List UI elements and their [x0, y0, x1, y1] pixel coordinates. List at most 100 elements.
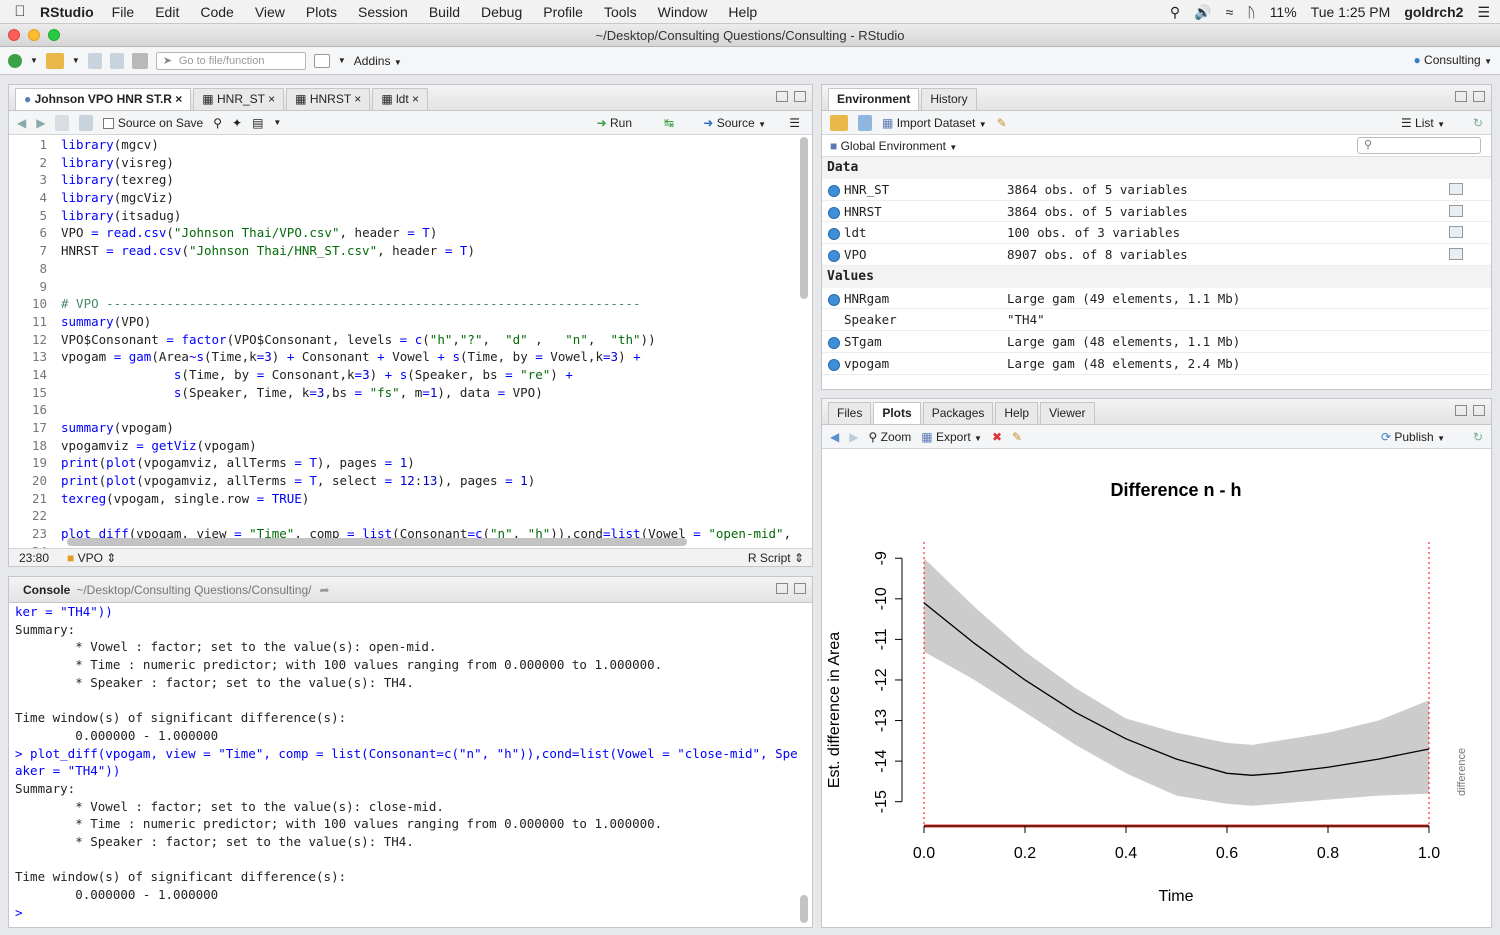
app-menu[interactable]: RStudio: [40, 3, 94, 20]
console-scrollbar[interactable]: [800, 895, 808, 923]
section-navigator[interactable]: ■ VPO ⇕: [67, 550, 117, 565]
export-button[interactable]: ▦ Export ▼: [921, 429, 982, 444]
tab-hnrst[interactable]: ▦ HNRST ×: [286, 88, 371, 110]
list-icon[interactable]: ☰: [1477, 3, 1490, 20]
menu-plots[interactable]: Plots: [305, 3, 338, 20]
magic-wand-icon[interactable]: ✦: [232, 115, 243, 130]
tab-files[interactable]: Files: [828, 402, 872, 424]
chevron-down-icon[interactable]: ▼: [71, 56, 80, 65]
tab-johnson-script[interactable]: ● Johnson VPO HNR ST.R ×: [15, 88, 192, 110]
expand-icon[interactable]: [828, 336, 840, 349]
editor-vertical-scrollbar[interactable]: [800, 137, 808, 299]
view-table-icon[interactable]: [1449, 226, 1463, 239]
back-arrow-icon[interactable]: ◀: [17, 115, 27, 130]
code-line[interactable]: 18 vpogamviz = getViz(vpogam): [9, 437, 799, 455]
clock[interactable]: Tue 1:25 PM: [1310, 4, 1391, 20]
code-line[interactable]: 19 print(plot(vpogamviz, allTerms = T), p…: [9, 454, 799, 472]
chevron-down-icon[interactable]: ▼: [337, 56, 346, 65]
code-line[interactable]: 7 HNRST = read.csv("Johnson Thai/HNR_ST.c…: [9, 242, 799, 260]
console-path[interactable]: ~/Desktop/Consulting Questions/Consultin…: [76, 582, 312, 597]
chevron-down-icon[interactable]: ▼: [30, 56, 38, 65]
broom-icon[interactable]: ✎: [1012, 429, 1023, 444]
go-to-directory-icon[interactable]: ➦: [319, 582, 330, 597]
code-line[interactable]: 5 library(itsadug): [9, 207, 799, 225]
view-table-icon[interactable]: [1449, 204, 1463, 217]
code-line[interactable]: 23 plot_diff(vpogam, view = "Time", comp …: [9, 525, 799, 543]
expand-icon[interactable]: [828, 228, 840, 241]
load-workspace-icon[interactable]: [830, 114, 848, 131]
code-line[interactable]: 3 library(texreg): [9, 171, 799, 189]
code-line[interactable]: 8: [9, 260, 799, 278]
view-table-icon[interactable]: [1449, 183, 1463, 195]
minimize-pane-button[interactable]: [776, 91, 788, 102]
environment-row[interactable]: vpogam Large gam (48 elements, 2.4 Mb): [822, 353, 1491, 375]
code-line[interactable]: 15 s(Speaker, Time, k=3,bs = "fs", m=1),…: [9, 384, 799, 402]
maximize-pane-button[interactable]: [794, 91, 806, 102]
expand-icon[interactable]: [828, 358, 840, 371]
expand-icon[interactable]: [828, 206, 840, 219]
next-plot-icon[interactable]: ▶: [849, 429, 859, 444]
project-menu[interactable]: ● Consulting ▼: [1413, 53, 1492, 67]
code-line[interactable]: 4 library(mgcViz): [9, 189, 799, 207]
show-in-window-icon[interactable]: [55, 114, 70, 131]
minimize-pane-button[interactable]: [1455, 91, 1467, 102]
expand-icon[interactable]: [828, 184, 840, 197]
menu-tools[interactable]: Tools: [603, 3, 637, 20]
close-icon[interactable]: ×: [175, 92, 183, 106]
code-line[interactable]: 21 texreg(vpogam, single.row = TRUE): [9, 490, 799, 508]
print-icon[interactable]: [131, 52, 148, 69]
code-line[interactable]: 20 print(plot(vpogamviz, allTerms = T, se…: [9, 472, 799, 490]
code-line[interactable]: 13 vpogam = gam(Area~s(Time,k=3) + Conson…: [9, 348, 799, 366]
menu-view[interactable]: View: [254, 3, 285, 20]
environment-row[interactable]: HNRST 3864 obs. of 5 variables: [822, 201, 1491, 223]
tab-hnr-st[interactable]: ▦ HNR_ST ×: [193, 88, 285, 110]
compile-report-icon[interactable]: ▤: [252, 115, 264, 130]
battery-percent[interactable]: 11%: [1269, 4, 1297, 20]
go-to-file-input[interactable]: ➤ Go to file/function: [155, 51, 306, 70]
code-line[interactable]: 11 summary(VPO): [9, 313, 799, 331]
code-line[interactable]: 1 library(mgcv): [9, 136, 799, 154]
menu-file[interactable]: File: [111, 3, 135, 20]
close-icon[interactable]: ×: [268, 92, 276, 106]
environment-search-input[interactable]: ⚲: [1357, 137, 1481, 154]
tab-history[interactable]: History: [921, 88, 977, 110]
code-line[interactable]: 22: [9, 507, 799, 525]
maximize-pane-button[interactable]: [1473, 91, 1485, 102]
previous-plot-icon[interactable]: ◀: [830, 429, 840, 444]
outline-icon[interactable]: ☰: [789, 115, 800, 130]
environment-row[interactable]: Speaker "TH4": [822, 309, 1491, 332]
zoom-button[interactable]: ⚲ Zoom: [868, 429, 912, 444]
code-line[interactable]: 17 summary(vpogam): [9, 419, 799, 437]
tab-viewer[interactable]: Viewer: [1040, 402, 1095, 424]
tab-ldt[interactable]: ▦ ldt ×: [372, 88, 429, 110]
close-icon[interactable]: ×: [412, 92, 420, 106]
save-workspace-icon[interactable]: [858, 114, 872, 131]
code-line[interactable]: 6 VPO = read.csv("Johnson Thai/VPO.csv", …: [9, 224, 799, 242]
menu-help[interactable]: Help: [728, 3, 758, 20]
search-icon[interactable]: ⚲: [1169, 3, 1181, 20]
chevron-down-icon[interactable]: ▼: [273, 118, 282, 127]
list-view-menu[interactable]: ☰ List ▼: [1400, 115, 1445, 130]
maximize-pane-button[interactable]: [794, 583, 806, 594]
new-file-icon[interactable]: [8, 53, 22, 68]
tab-plots[interactable]: Plots: [873, 402, 921, 424]
environment-row[interactable]: HNRgam Large gam (49 elements, 1.1 Mb): [822, 288, 1491, 310]
import-dataset-button[interactable]: ▦ Import Dataset ▼: [882, 115, 987, 130]
code-line[interactable]: 9: [9, 278, 799, 296]
refresh-icon[interactable]: ↻: [1472, 429, 1483, 444]
save-all-icon[interactable]: [109, 52, 124, 69]
save-icon[interactable]: [79, 114, 94, 131]
code-line[interactable]: 12 VPO$Consonant = factor(VPO$Consonant, …: [9, 331, 799, 349]
addins-menu[interactable]: Addins ▼: [353, 53, 402, 68]
code-line[interactable]: 2 library(visreg): [9, 154, 799, 172]
maximize-pane-button[interactable]: [1473, 405, 1485, 416]
zoom-window-button[interactable]: [48, 29, 60, 41]
environment-row[interactable]: VPO 8907 obs. of 8 variables: [822, 244, 1491, 266]
editor-horizontal-scrollbar[interactable]: [67, 538, 687, 546]
publish-button[interactable]: ⟳ Publish ▼: [1380, 429, 1445, 444]
minimize-pane-button[interactable]: [776, 583, 788, 594]
minimize-pane-button[interactable]: [1455, 405, 1467, 416]
global-environment-selector[interactable]: ■ Global Environment ▼: [830, 138, 958, 153]
menu-edit[interactable]: Edit: [155, 3, 180, 20]
menu-profile[interactable]: Profile: [543, 3, 583, 20]
